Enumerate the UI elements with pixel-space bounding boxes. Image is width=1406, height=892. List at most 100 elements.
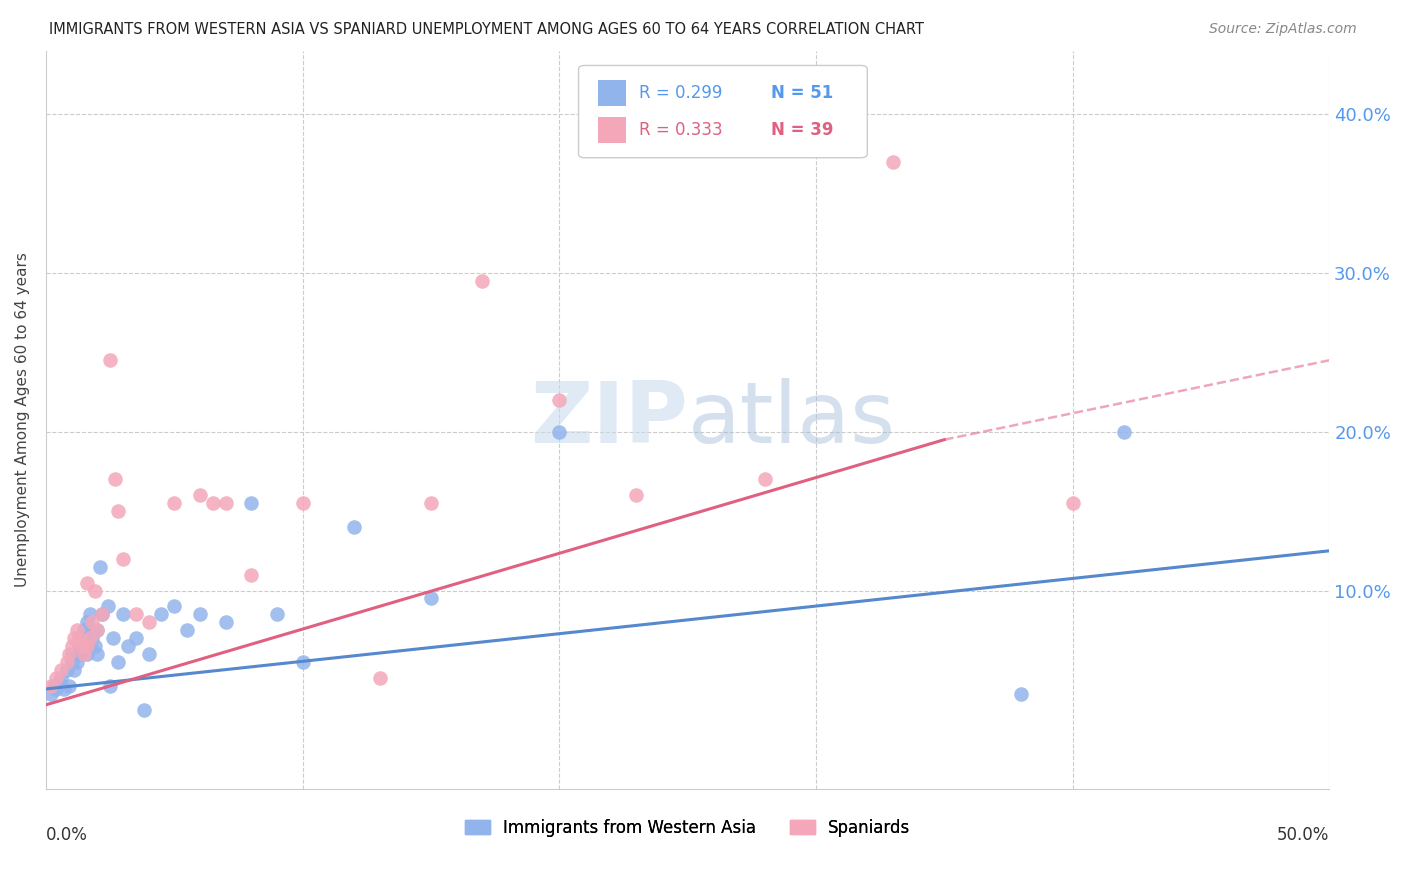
Point [97, 599, 120, 614]
Point [420, 496, 443, 510]
Point [91, 607, 114, 622]
Point [104, 472, 127, 486]
Point [79, 607, 101, 622]
Point [163, 496, 186, 510]
Point [58, 679, 80, 693]
Point [82, 615, 104, 630]
Point [83, 583, 105, 598]
Point [420, 591, 443, 606]
Point [91, 607, 114, 622]
Text: IMMIGRANTS FROM WESTERN ASIA VS SPANIARD UNEMPLOYMENT AMONG AGES 60 TO 64 YEARS : IMMIGRANTS FROM WESTERN ASIA VS SPANIARD… [49, 22, 924, 37]
Point [76, 575, 98, 590]
Point [86, 624, 108, 638]
Point [1062, 496, 1084, 510]
Point [214, 615, 236, 630]
Point [201, 496, 224, 510]
Text: R = 0.299: R = 0.299 [638, 84, 723, 102]
Point [176, 624, 198, 638]
Point [343, 520, 366, 534]
Point [55, 663, 77, 677]
Point [188, 607, 211, 622]
Point [51, 663, 73, 677]
Point [107, 504, 129, 518]
Point [63, 631, 86, 645]
Point [291, 655, 314, 669]
Point [266, 607, 288, 622]
Point [39, 687, 62, 701]
FancyBboxPatch shape [578, 65, 868, 158]
Point [86, 624, 108, 638]
Bar [598, 80, 626, 105]
Point [60, 647, 83, 661]
Point [66, 655, 89, 669]
Point [51, 671, 73, 685]
Point [45, 681, 67, 696]
Point [55, 655, 77, 669]
Point [882, 154, 904, 169]
Point [58, 647, 80, 661]
Point [45, 671, 67, 685]
Point [98, 353, 121, 368]
Text: 0.0%: 0.0% [46, 826, 87, 844]
Point [98, 679, 121, 693]
Point [86, 647, 108, 661]
Point [60, 639, 83, 653]
Point [76, 647, 98, 661]
Point [291, 496, 314, 510]
Point [150, 607, 173, 622]
Point [82, 631, 104, 645]
Point [138, 615, 160, 630]
Point [82, 624, 104, 638]
Point [101, 631, 124, 645]
Point [39, 679, 62, 693]
Point [471, 274, 494, 288]
Point [67, 647, 90, 661]
Point [125, 607, 148, 622]
Point [70, 631, 93, 645]
Point [125, 631, 148, 645]
Point [52, 681, 75, 696]
Point [67, 639, 90, 653]
Point [548, 425, 571, 439]
Point [48, 675, 70, 690]
Point [240, 496, 263, 510]
Point [188, 488, 211, 502]
Point [73, 639, 96, 653]
Point [138, 647, 160, 661]
Point [76, 639, 98, 653]
Point [73, 624, 96, 638]
Point [42, 679, 65, 693]
Point [70, 647, 93, 661]
Point [1010, 687, 1032, 701]
Point [60, 655, 83, 669]
Point [83, 639, 105, 653]
Point [214, 496, 236, 510]
Text: N = 39: N = 39 [770, 120, 834, 138]
Text: atlas: atlas [688, 378, 896, 461]
Point [107, 655, 129, 669]
Point [111, 607, 134, 622]
Text: 50.0%: 50.0% [1277, 826, 1329, 844]
Point [63, 663, 86, 677]
Text: Source: ZipAtlas.com: Source: ZipAtlas.com [1209, 22, 1357, 37]
Text: N = 51: N = 51 [770, 84, 834, 102]
Point [163, 599, 186, 614]
Point [111, 551, 134, 566]
Text: ZIP: ZIP [530, 378, 688, 461]
Point [73, 647, 96, 661]
Point [132, 703, 155, 717]
Point [67, 631, 90, 645]
Point [804, 83, 827, 97]
Legend: Immigrants from Western Asia, Spaniards: Immigrants from Western Asia, Spaniards [458, 812, 917, 844]
Point [79, 639, 101, 653]
Point [89, 559, 111, 574]
Point [76, 615, 98, 630]
Point [754, 472, 776, 486]
Y-axis label: Unemployment Among Ages 60 to 64 years: Unemployment Among Ages 60 to 64 years [15, 252, 30, 587]
Point [79, 631, 101, 645]
Point [70, 639, 93, 653]
Point [626, 488, 648, 502]
Point [548, 392, 571, 407]
Point [117, 639, 139, 653]
Point [368, 671, 391, 685]
